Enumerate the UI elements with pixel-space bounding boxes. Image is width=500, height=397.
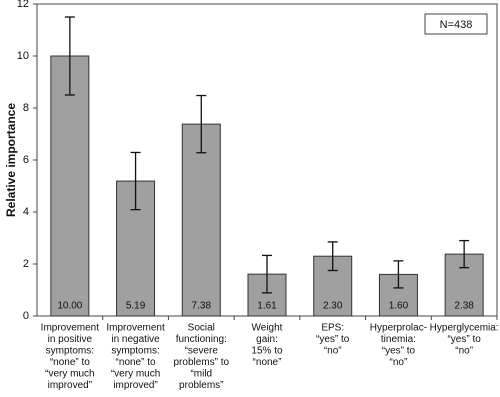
y-tick-label: 2: [23, 258, 29, 270]
x-tick-label: symptoms:: [46, 346, 94, 357]
x-tick-label: “no”: [324, 346, 342, 357]
x-tick-label: “no”: [390, 357, 408, 368]
x-tick-label: “very much: [45, 369, 94, 380]
value-label: 10.00: [57, 301, 82, 312]
error-bar: [196, 94, 207, 154]
x-tick-label: in positive: [48, 334, 93, 345]
value-label: 1.61: [257, 301, 277, 312]
x-tick-label: “none” to: [116, 357, 156, 368]
x-tick-label: problems” to: [173, 357, 229, 368]
x-tick-label: tinemia:: [381, 334, 416, 345]
y-tick-label: 10: [17, 50, 29, 62]
bar: [50, 55, 90, 317]
y-tick-label: 12: [17, 0, 29, 10]
x-tick-label: Improvement: [106, 323, 165, 334]
value-label: 7.38: [192, 301, 212, 312]
x-tick-label: “mild: [190, 369, 212, 380]
x-tick-label: in negative: [111, 334, 160, 345]
y-tick-label: 4: [23, 206, 29, 218]
x-tick-label: “very much: [111, 369, 160, 380]
x-tick-label: Hyperglycemia:: [430, 323, 499, 334]
x-tick-label: “yes” to: [447, 334, 481, 345]
x-tick-label: improved”: [48, 380, 92, 391]
x-tick-label: “none”: [253, 357, 282, 368]
x-tick-label: problems”: [179, 380, 223, 391]
value-label: 1.60: [389, 301, 409, 312]
y-tick-label: 6: [23, 154, 29, 166]
error-bar: [393, 260, 404, 289]
x-tick-label: Hyperprolac-: [370, 323, 427, 334]
y-axis-label: Relative importance: [4, 103, 18, 217]
y-tick-label: 8: [23, 102, 29, 114]
x-tick-label: “yes” to: [316, 334, 350, 345]
x-tick-label: Social: [188, 323, 215, 334]
error-bar: [459, 239, 470, 269]
x-tick-label: “severe: [185, 346, 219, 357]
x-tick-label: symptoms:: [111, 346, 159, 357]
bar: [247, 273, 287, 317]
x-tick-label: “none” to: [50, 357, 90, 368]
x-tick-label: functioning:: [176, 334, 227, 345]
y-tick-label: 0: [23, 310, 29, 322]
annotation: N=438: [440, 19, 473, 31]
error-bar: [64, 16, 75, 96]
x-tick-label: Weight: [252, 323, 283, 334]
bar: [181, 123, 221, 317]
value-label: 2.38: [454, 301, 474, 312]
x-tick-label: improved”: [113, 380, 157, 391]
bar: [378, 273, 418, 317]
x-tick-label: “no”: [455, 346, 473, 357]
x-tick-label: “yes” to: [382, 346, 416, 357]
value-label: 2.30: [323, 301, 343, 312]
x-tick-label: gain:: [256, 334, 278, 345]
error-bar: [130, 151, 141, 211]
value-label: 5.19: [126, 301, 146, 312]
x-tick-label: Improvement: [41, 323, 100, 334]
annotation-box: [424, 13, 488, 35]
error-bar: [262, 254, 272, 294]
error-bar: [327, 241, 338, 272]
x-tick-label: EPS:: [321, 323, 344, 334]
x-tick-label: 15% to: [251, 346, 283, 357]
